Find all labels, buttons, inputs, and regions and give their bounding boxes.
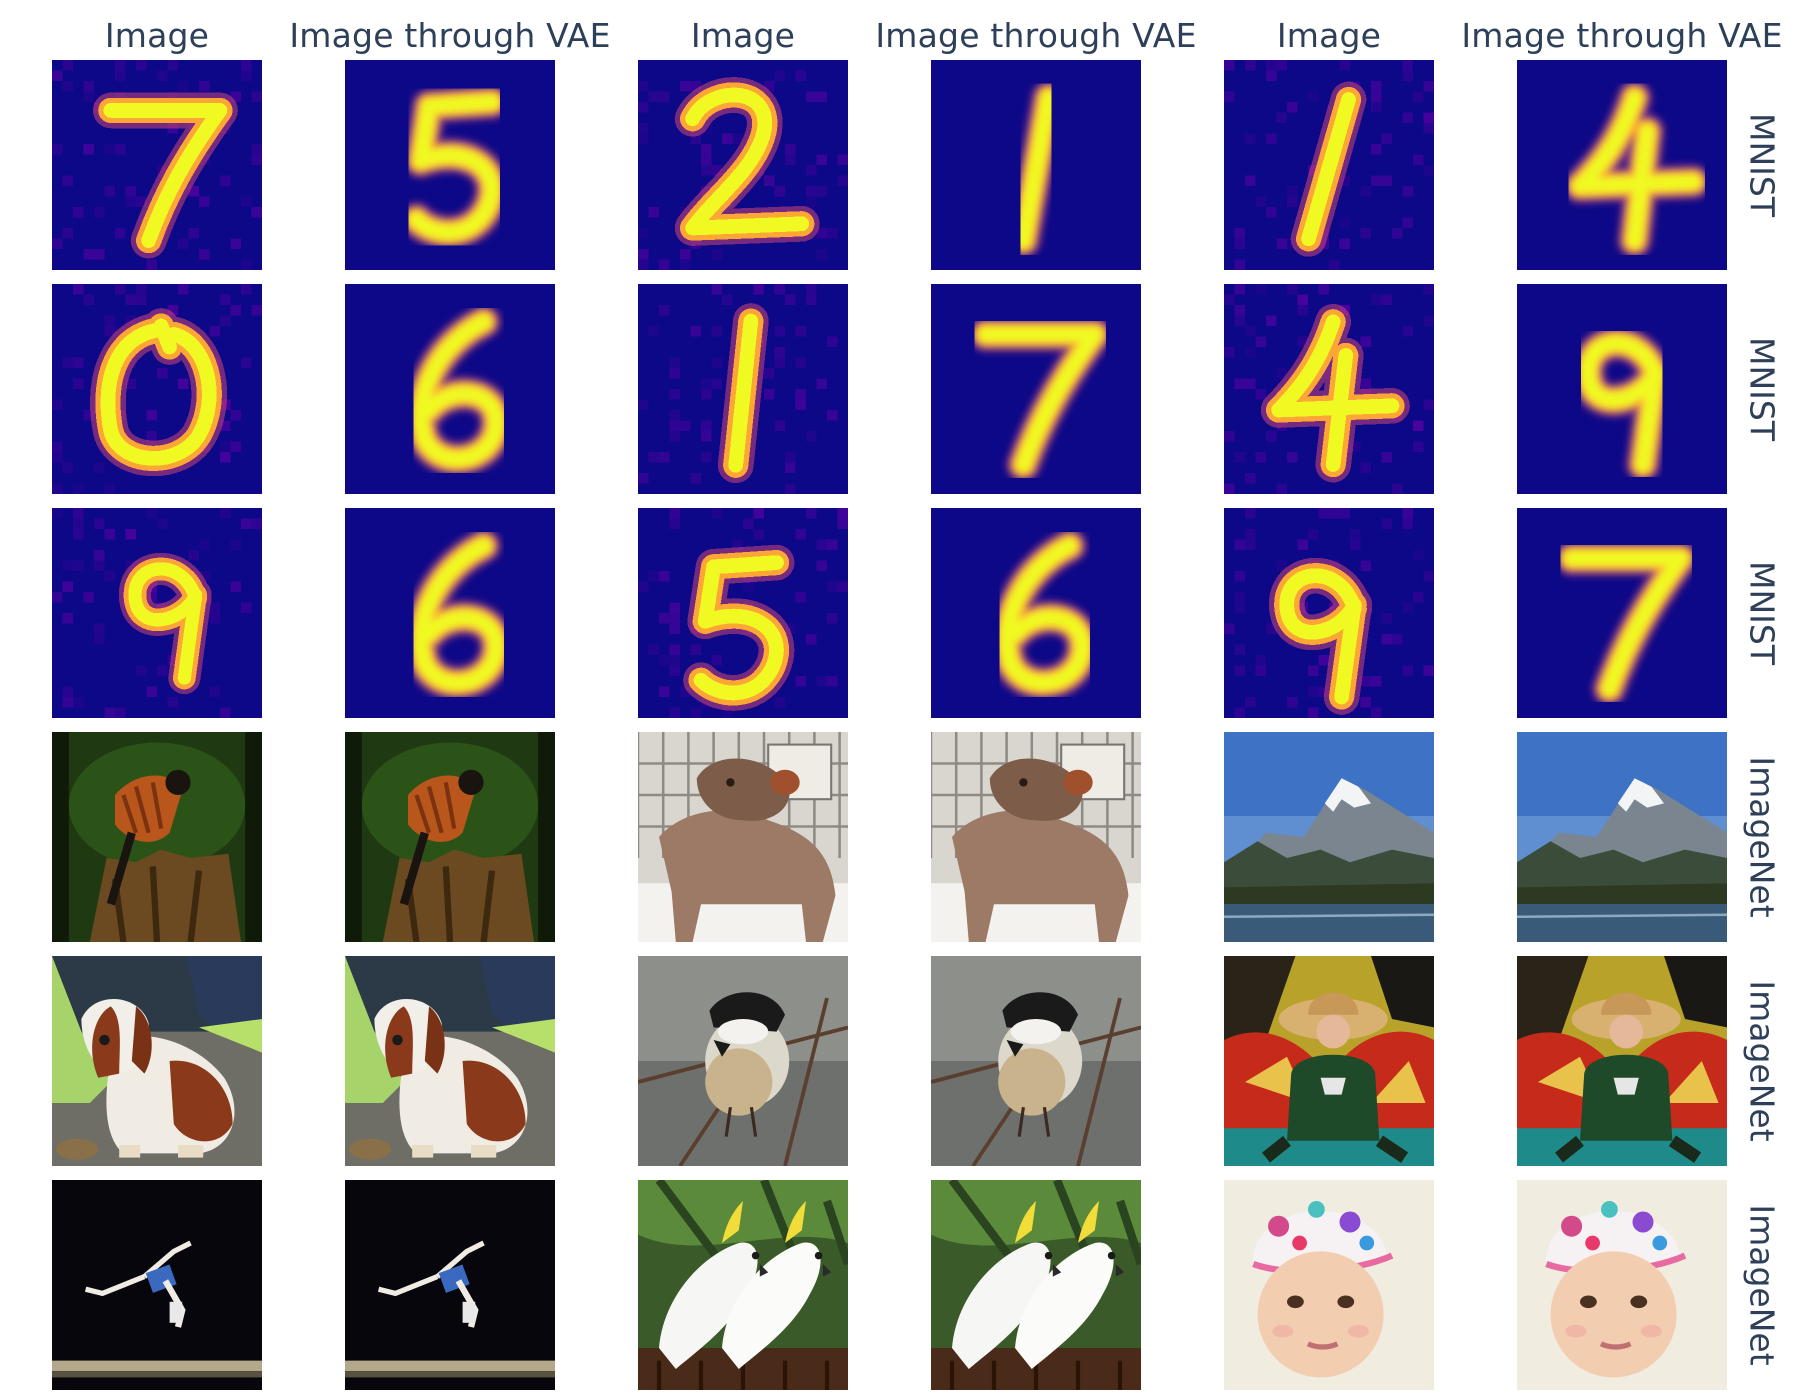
mnist-digit-original-r3-c3 xyxy=(638,508,848,718)
mnist-digit-reconstruction-r1-c2 xyxy=(345,60,555,270)
column-title-2: Image through VAE xyxy=(289,16,611,55)
mnist-digit-original-r1-c5 xyxy=(1224,60,1434,270)
mnist-digit-original-r3-c1 xyxy=(52,508,262,718)
mnist-digit-original-r1-c3 xyxy=(638,60,848,270)
mnist-digit-original-r2-c3 xyxy=(638,284,848,494)
imagenet-photo-original-r6-c3 xyxy=(638,1180,848,1390)
imagenet-photo-reconstruction-r6-c6 xyxy=(1517,1180,1727,1390)
mnist-digit-reconstruction-r3-c2 xyxy=(345,508,555,718)
imagenet-photo-reconstruction-r5-c2 xyxy=(345,956,555,1166)
mnist-digit-reconstruction-r2-c6 xyxy=(1517,284,1727,494)
row-label-4: ImageNet xyxy=(1742,756,1782,918)
imagenet-photo-original-r4-c3 xyxy=(638,732,848,942)
imagenet-photo-reconstruction-r6-c2 xyxy=(345,1180,555,1390)
imagenet-photo-original-r6-c5 xyxy=(1224,1180,1434,1390)
row-label-3: MNIST xyxy=(1742,561,1782,665)
column-title-1: Image xyxy=(104,16,210,55)
column-title-6: Image through VAE xyxy=(1461,16,1783,55)
imagenet-photo-reconstruction-r5-c6 xyxy=(1517,956,1727,1166)
imagenet-photo-reconstruction-r4-c2 xyxy=(345,732,555,942)
row-label-2: MNIST xyxy=(1742,337,1782,441)
mnist-digit-reconstruction-r3-c4 xyxy=(931,508,1141,718)
row-label-1: MNIST xyxy=(1742,113,1782,217)
imagenet-photo-reconstruction-r6-c4 xyxy=(931,1180,1141,1390)
mnist-digit-reconstruction-r3-c6 xyxy=(1517,508,1727,718)
imagenet-photo-original-r4-c5 xyxy=(1224,732,1434,942)
column-title-3: Image xyxy=(690,16,796,55)
mnist-digit-reconstruction-r2-c4 xyxy=(931,284,1141,494)
imagenet-photo-original-r5-c1 xyxy=(52,956,262,1166)
imagenet-photo-original-r5-c3 xyxy=(638,956,848,1166)
mnist-digit-original-r3-c5 xyxy=(1224,508,1434,718)
column-title-4: Image through VAE xyxy=(875,16,1197,55)
imagenet-photo-reconstruction-r4-c4 xyxy=(931,732,1141,942)
mnist-digit-original-r2-c5 xyxy=(1224,284,1434,494)
row-label-6: ImageNet xyxy=(1742,1204,1782,1366)
mnist-digit-reconstruction-r2-c2 xyxy=(345,284,555,494)
imagenet-photo-reconstruction-r4-c6 xyxy=(1517,732,1727,942)
row-label-5: ImageNet xyxy=(1742,980,1782,1142)
imagenet-photo-reconstruction-r5-c4 xyxy=(931,956,1141,1166)
mnist-digit-reconstruction-r1-c6 xyxy=(1517,60,1727,270)
mnist-digit-original-r2-c1 xyxy=(52,284,262,494)
imagenet-photo-original-r6-c1 xyxy=(52,1180,262,1390)
column-title-5: Image xyxy=(1276,16,1382,55)
mnist-digit-original-r1-c1 xyxy=(52,60,262,270)
imagenet-photo-original-r5-c5 xyxy=(1224,956,1434,1166)
mnist-digit-reconstruction-r1-c4 xyxy=(931,60,1141,270)
imagenet-photo-original-r4-c1 xyxy=(52,732,262,942)
